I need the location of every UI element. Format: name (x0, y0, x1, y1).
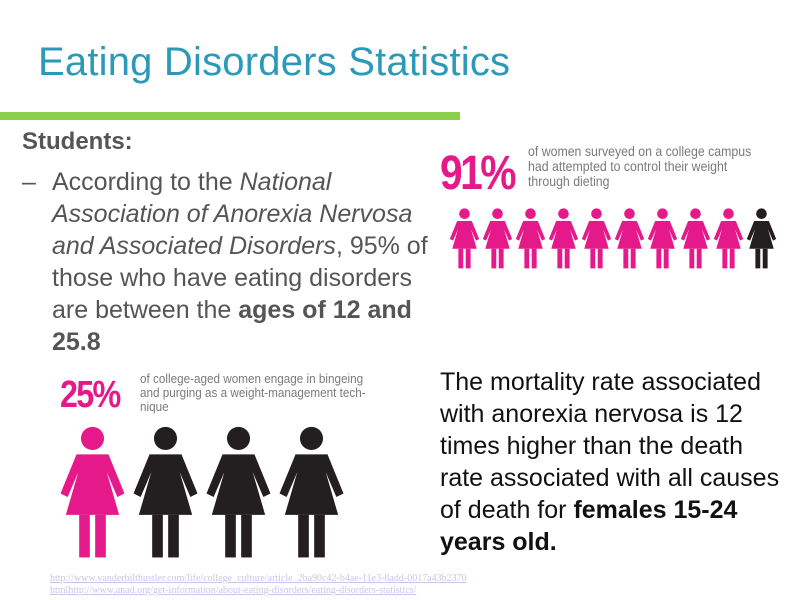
bullet-dash: – (22, 168, 36, 196)
students-heading: Students: (22, 128, 133, 155)
stat-25-description: of college-aged women engage in bingeing… (140, 371, 366, 414)
source-link-anad[interactable]: htmlhttp://www.anad.org/get-information/… (50, 585, 417, 596)
bullet-text: According to the National Association of… (52, 166, 442, 358)
female-figure-icon (206, 426, 271, 558)
slide-title: Eating Disorders Statistics (38, 40, 511, 84)
female-figure-icon (548, 208, 579, 269)
female-figure-icon (581, 208, 612, 269)
female-figure-icon (515, 208, 546, 269)
female-figure-icon (60, 426, 125, 558)
stat-91-description: of women surveyed on a college campus ha… (528, 143, 752, 189)
female-figure-icon (133, 426, 198, 558)
female-figure-icon (449, 208, 480, 269)
source-link-vanderbilt[interactable]: http://www.vanderbilthustler.com/life/co… (50, 573, 467, 584)
source-links: http://www.vanderbilthustler.com/life/co… (50, 573, 467, 597)
organization-name: National Association of Anorexia Nervosa… (52, 168, 413, 260)
stat-91-percent: 91% (440, 147, 517, 200)
stat-25-figure-row (56, 426, 348, 561)
stat-25-percent: 25% (60, 374, 121, 416)
female-figure-icon (713, 208, 744, 269)
female-figure-icon (482, 208, 513, 269)
female-figure-icon (680, 208, 711, 269)
mortality-text: The mortality rate associated with anore… (440, 368, 780, 524)
title-divider (0, 112, 460, 120)
age-range: ages of 12 and 25.8 (52, 296, 412, 356)
female-figure-icon (647, 208, 678, 269)
bullet-text-pre: According to the (52, 168, 240, 196)
stat-91-infographic: 91% of women surveyed on a college campu… (440, 142, 790, 272)
female-figure-icon (746, 208, 777, 269)
students-bullet: – According to the National Association … (22, 166, 442, 358)
stat-25-infographic: 25% of college-aged women engage in bing… (60, 372, 380, 572)
female-figure-icon (614, 208, 645, 269)
stat-91-figure-row (448, 208, 778, 270)
bullet-text-mid: , 95% of those who have eating disorders… (52, 232, 428, 324)
female-figure-icon (279, 426, 344, 558)
mortality-statement: The mortality rate associated with anore… (440, 366, 790, 558)
mortality-demographic: females 15-24 years old. (440, 496, 738, 556)
